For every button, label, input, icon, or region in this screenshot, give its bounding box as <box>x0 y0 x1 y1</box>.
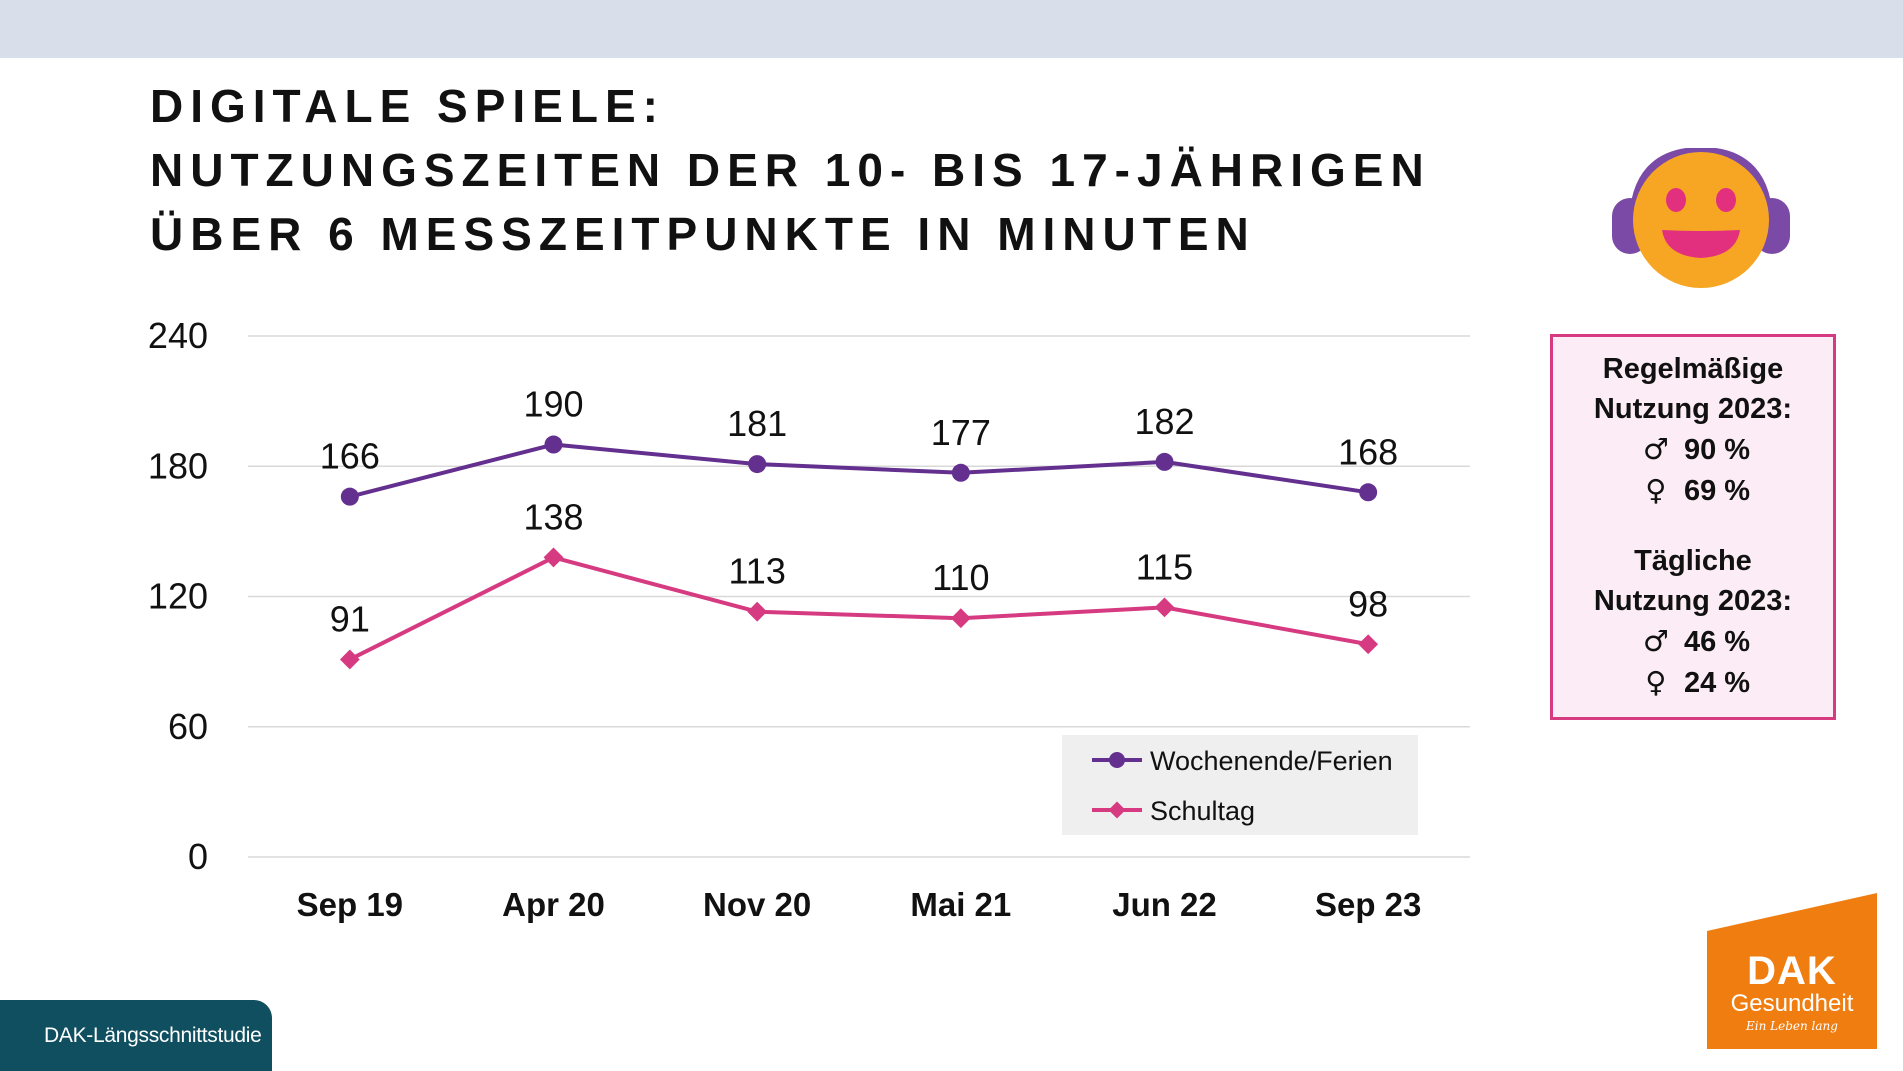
usage-info-box: Regelmäßige Nutzung 2023: ♂ 90 % ♀ 69 % … <box>1550 334 1836 720</box>
series-layer: 166 190 181 177 182 168 91 138 113 110 115 98 <box>320 384 1398 670</box>
data-label: 181 <box>727 403 787 444</box>
daily-usage-heading: Tägliche Nutzung 2023: <box>1593 545 1793 617</box>
x-tick-label: Sep 19 <box>297 886 403 923</box>
y-tick-label: 240 <box>148 315 208 356</box>
legend-background <box>1062 735 1418 835</box>
regular-usage-heading: Regelmäßige Nutzung 2023: <box>1593 353 1793 425</box>
line-chart: 0 60 120 180 240 Sep 19 Apr 20 Nov 20 Mai 21 Jun… <box>148 315 1470 923</box>
daily-male-row: ♂ 46 % <box>1553 621 1833 662</box>
logo-corner <box>1707 893 1877 931</box>
data-point <box>340 487 359 506</box>
female-symbol-icon: ♀ <box>1645 473 1667 507</box>
y-axis-ticks: 0 60 120 180 240 <box>148 315 208 877</box>
legend-marker <box>1108 801 1126 819</box>
series-line <box>348 555 1369 662</box>
data-label: 115 <box>1136 546 1193 587</box>
title-line-3: ÜBER 6 MESSZEITPUNKTE IN MINUTEN <box>150 208 1256 260</box>
data-label: 177 <box>931 412 991 453</box>
regular-female-row: ♀ 69 % <box>1553 470 1833 511</box>
data-label: 182 <box>1134 401 1194 442</box>
y-tick-label: 180 <box>148 445 208 486</box>
title-line-2: NUTZUNGSZEITEN DER 10- BIS 17-JÄHRIGEN <box>150 144 1431 196</box>
male-symbol-icon: ♂ <box>1642 432 1669 466</box>
header-band <box>0 0 1903 58</box>
daily-male-value: 46 % <box>1683 626 1751 658</box>
data-label: 110 <box>932 557 989 598</box>
data-label: 113 <box>728 551 785 592</box>
daily-female-value: 24 % <box>1683 667 1751 699</box>
x-tick-label: Sep 23 <box>1315 886 1421 923</box>
regular-usage-section: Regelmäßige Nutzung 2023: ♂ 90 % ♀ 69 % <box>1553 349 1833 511</box>
data-point <box>1155 452 1174 471</box>
data-label: 190 <box>523 384 583 425</box>
logo-subtitle: Gesundheit <box>1730 990 1854 1017</box>
y-tick-label: 60 <box>168 706 208 747</box>
y-tick-label: 0 <box>188 836 208 877</box>
x-axis-ticks: Sep 19 Apr 20 Nov 20 Mai 21 Jun 22 Sep 23 <box>297 886 1422 923</box>
daily-female-row: ♀ 24 % <box>1553 662 1833 703</box>
title-line-1: DIGITALE SPIELE: <box>150 80 665 132</box>
data-label: 98 <box>1348 583 1388 624</box>
data-point <box>747 601 768 622</box>
study-label: DAK-Längsschnittstudie <box>0 1000 272 1071</box>
x-tick-label: Nov 20 <box>703 886 811 923</box>
logo-wordmark: DAK <box>1747 949 1837 993</box>
data-point <box>543 547 564 568</box>
x-tick-label: Jun 22 <box>1112 886 1217 923</box>
series-line <box>349 442 1369 499</box>
legend: Wochenende/Ferien Schultag <box>1062 735 1418 835</box>
logo-claim: Ein Leben lang <box>1746 1019 1838 1033</box>
data-point <box>950 608 971 629</box>
data-point <box>1358 634 1379 655</box>
data-point <box>1154 597 1175 618</box>
legend-marker <box>1109 752 1125 768</box>
data-label: 138 <box>523 496 583 537</box>
gridlines <box>248 335 1470 858</box>
data-label: 168 <box>1338 431 1398 472</box>
data-point <box>544 435 563 454</box>
dak-logo: DAK Gesundheit Ein Leben lang <box>1707 893 1877 1049</box>
data-point <box>1359 483 1378 502</box>
x-tick-label: Mai 21 <box>910 886 1011 923</box>
smiley-with-headphones-icon <box>1612 148 1790 288</box>
page-title: DIGITALE SPIELE: NUTZUNGSZEITEN DER 10- … <box>150 74 1431 266</box>
legend-label: Schultag <box>1150 796 1255 826</box>
regular-male-value: 90 % <box>1683 434 1751 466</box>
regular-male-row: ♂ 90 % <box>1553 429 1833 470</box>
daily-usage-section: Tägliche Nutzung 2023: ♂ 46 % ♀ 24 % <box>1553 541 1833 703</box>
regular-female-value: 69 % <box>1683 475 1751 507</box>
male-symbol-icon: ♂ <box>1642 624 1669 658</box>
data-point <box>951 463 970 482</box>
female-symbol-icon: ♀ <box>1645 665 1667 699</box>
data-point <box>339 649 360 670</box>
legend-label: Wochenende/Ferien <box>1150 746 1393 776</box>
data-point <box>748 455 767 474</box>
data-label: 166 <box>320 436 380 477</box>
y-tick-label: 120 <box>148 576 208 617</box>
data-label: 91 <box>330 598 370 639</box>
x-tick-label: Apr 20 <box>502 886 605 923</box>
